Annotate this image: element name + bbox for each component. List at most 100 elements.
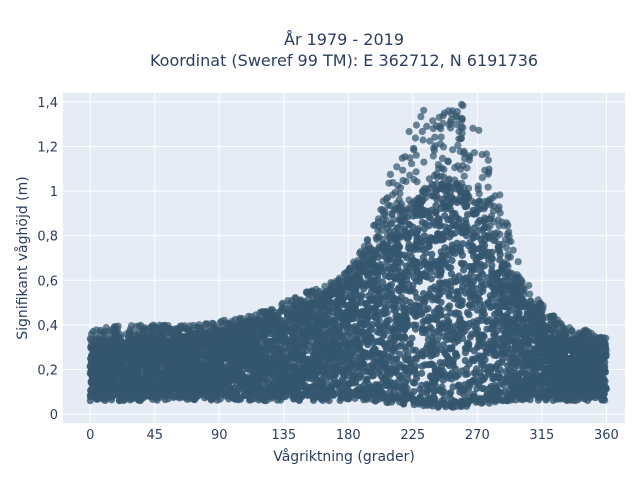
data-point xyxy=(535,375,543,383)
data-point xyxy=(125,346,133,354)
data-point xyxy=(451,249,459,258)
data-point xyxy=(454,301,462,309)
data-point xyxy=(556,377,564,385)
data-point xyxy=(496,317,504,325)
data-point xyxy=(457,259,465,267)
data-point xyxy=(389,345,397,353)
data-point xyxy=(383,292,391,300)
data-point xyxy=(511,354,519,362)
data-point xyxy=(466,294,474,302)
data-point xyxy=(319,340,327,348)
data-point xyxy=(304,358,312,366)
data-point xyxy=(382,380,390,388)
data-point xyxy=(423,380,431,388)
data-point xyxy=(200,360,208,368)
data-point xyxy=(125,371,133,379)
data-point xyxy=(417,210,425,218)
data-point xyxy=(342,317,350,325)
data-point xyxy=(495,307,503,315)
data-point xyxy=(445,344,453,352)
data-point xyxy=(463,370,472,378)
data-point xyxy=(441,212,449,220)
data-point xyxy=(288,379,296,387)
chart-title-line2: Koordinat (Sweref 99 TM): E 362712, N 61… xyxy=(150,51,538,70)
data-point xyxy=(475,274,483,282)
data-point xyxy=(495,287,503,295)
data-point xyxy=(398,386,406,394)
data-point xyxy=(378,358,386,366)
data-point xyxy=(451,278,459,286)
data-point xyxy=(99,357,107,365)
data-point xyxy=(561,354,569,362)
data-point xyxy=(504,296,512,305)
chart-title-line1: År 1979 - 2019 xyxy=(284,30,404,49)
data-point xyxy=(523,369,531,377)
data-point xyxy=(448,256,456,264)
data-point xyxy=(418,242,426,250)
data-point xyxy=(476,300,484,308)
data-point xyxy=(555,359,563,367)
data-point xyxy=(491,339,500,347)
data-point xyxy=(327,384,335,392)
data-point xyxy=(136,359,144,367)
data-point xyxy=(448,358,456,366)
data-point xyxy=(411,325,420,333)
data-point xyxy=(401,251,409,259)
data-point xyxy=(298,382,307,390)
data-point xyxy=(306,343,314,351)
data-point xyxy=(258,352,266,360)
data-point xyxy=(479,287,487,295)
data-point xyxy=(428,333,436,341)
data-point xyxy=(427,372,435,380)
data-point xyxy=(501,333,509,341)
data-point xyxy=(351,323,359,331)
data-point xyxy=(471,375,479,383)
data-point xyxy=(485,370,493,378)
data-point xyxy=(419,318,427,326)
data-point xyxy=(445,292,453,300)
data-point xyxy=(409,281,417,289)
data-point xyxy=(263,346,272,354)
data-point xyxy=(472,285,480,293)
data-point xyxy=(463,345,471,353)
data-point xyxy=(461,357,469,365)
data-point xyxy=(363,306,372,314)
data-point xyxy=(470,347,478,355)
data-point xyxy=(364,272,372,280)
data-point xyxy=(176,367,184,375)
data-point xyxy=(458,229,466,237)
data-point xyxy=(488,302,496,311)
data-point xyxy=(425,313,433,321)
data-point xyxy=(480,333,488,341)
data-point xyxy=(428,360,436,368)
data-point xyxy=(504,354,512,362)
data-point xyxy=(418,362,426,370)
data-point xyxy=(441,202,449,211)
data-point xyxy=(327,315,335,324)
data-point xyxy=(487,278,495,286)
data-point xyxy=(458,277,466,286)
data-point xyxy=(388,381,396,389)
data-point xyxy=(412,374,421,382)
data-point xyxy=(469,356,477,364)
data-point xyxy=(386,371,394,379)
data-point xyxy=(458,367,466,375)
data-point xyxy=(404,370,413,378)
data-point xyxy=(313,311,321,319)
data-point xyxy=(108,376,116,384)
data-point xyxy=(421,219,429,227)
data-point xyxy=(360,321,368,329)
data-point xyxy=(447,389,455,397)
data-point xyxy=(591,362,599,370)
data-point xyxy=(530,330,539,338)
data-point xyxy=(445,224,453,232)
data-point xyxy=(452,349,460,357)
data-point xyxy=(485,248,493,256)
data-point xyxy=(390,272,398,281)
data-point xyxy=(495,374,503,382)
data-point xyxy=(477,339,486,347)
data-point xyxy=(433,374,441,382)
data-point xyxy=(478,240,486,248)
data-point xyxy=(506,306,515,315)
data-point xyxy=(408,261,416,269)
